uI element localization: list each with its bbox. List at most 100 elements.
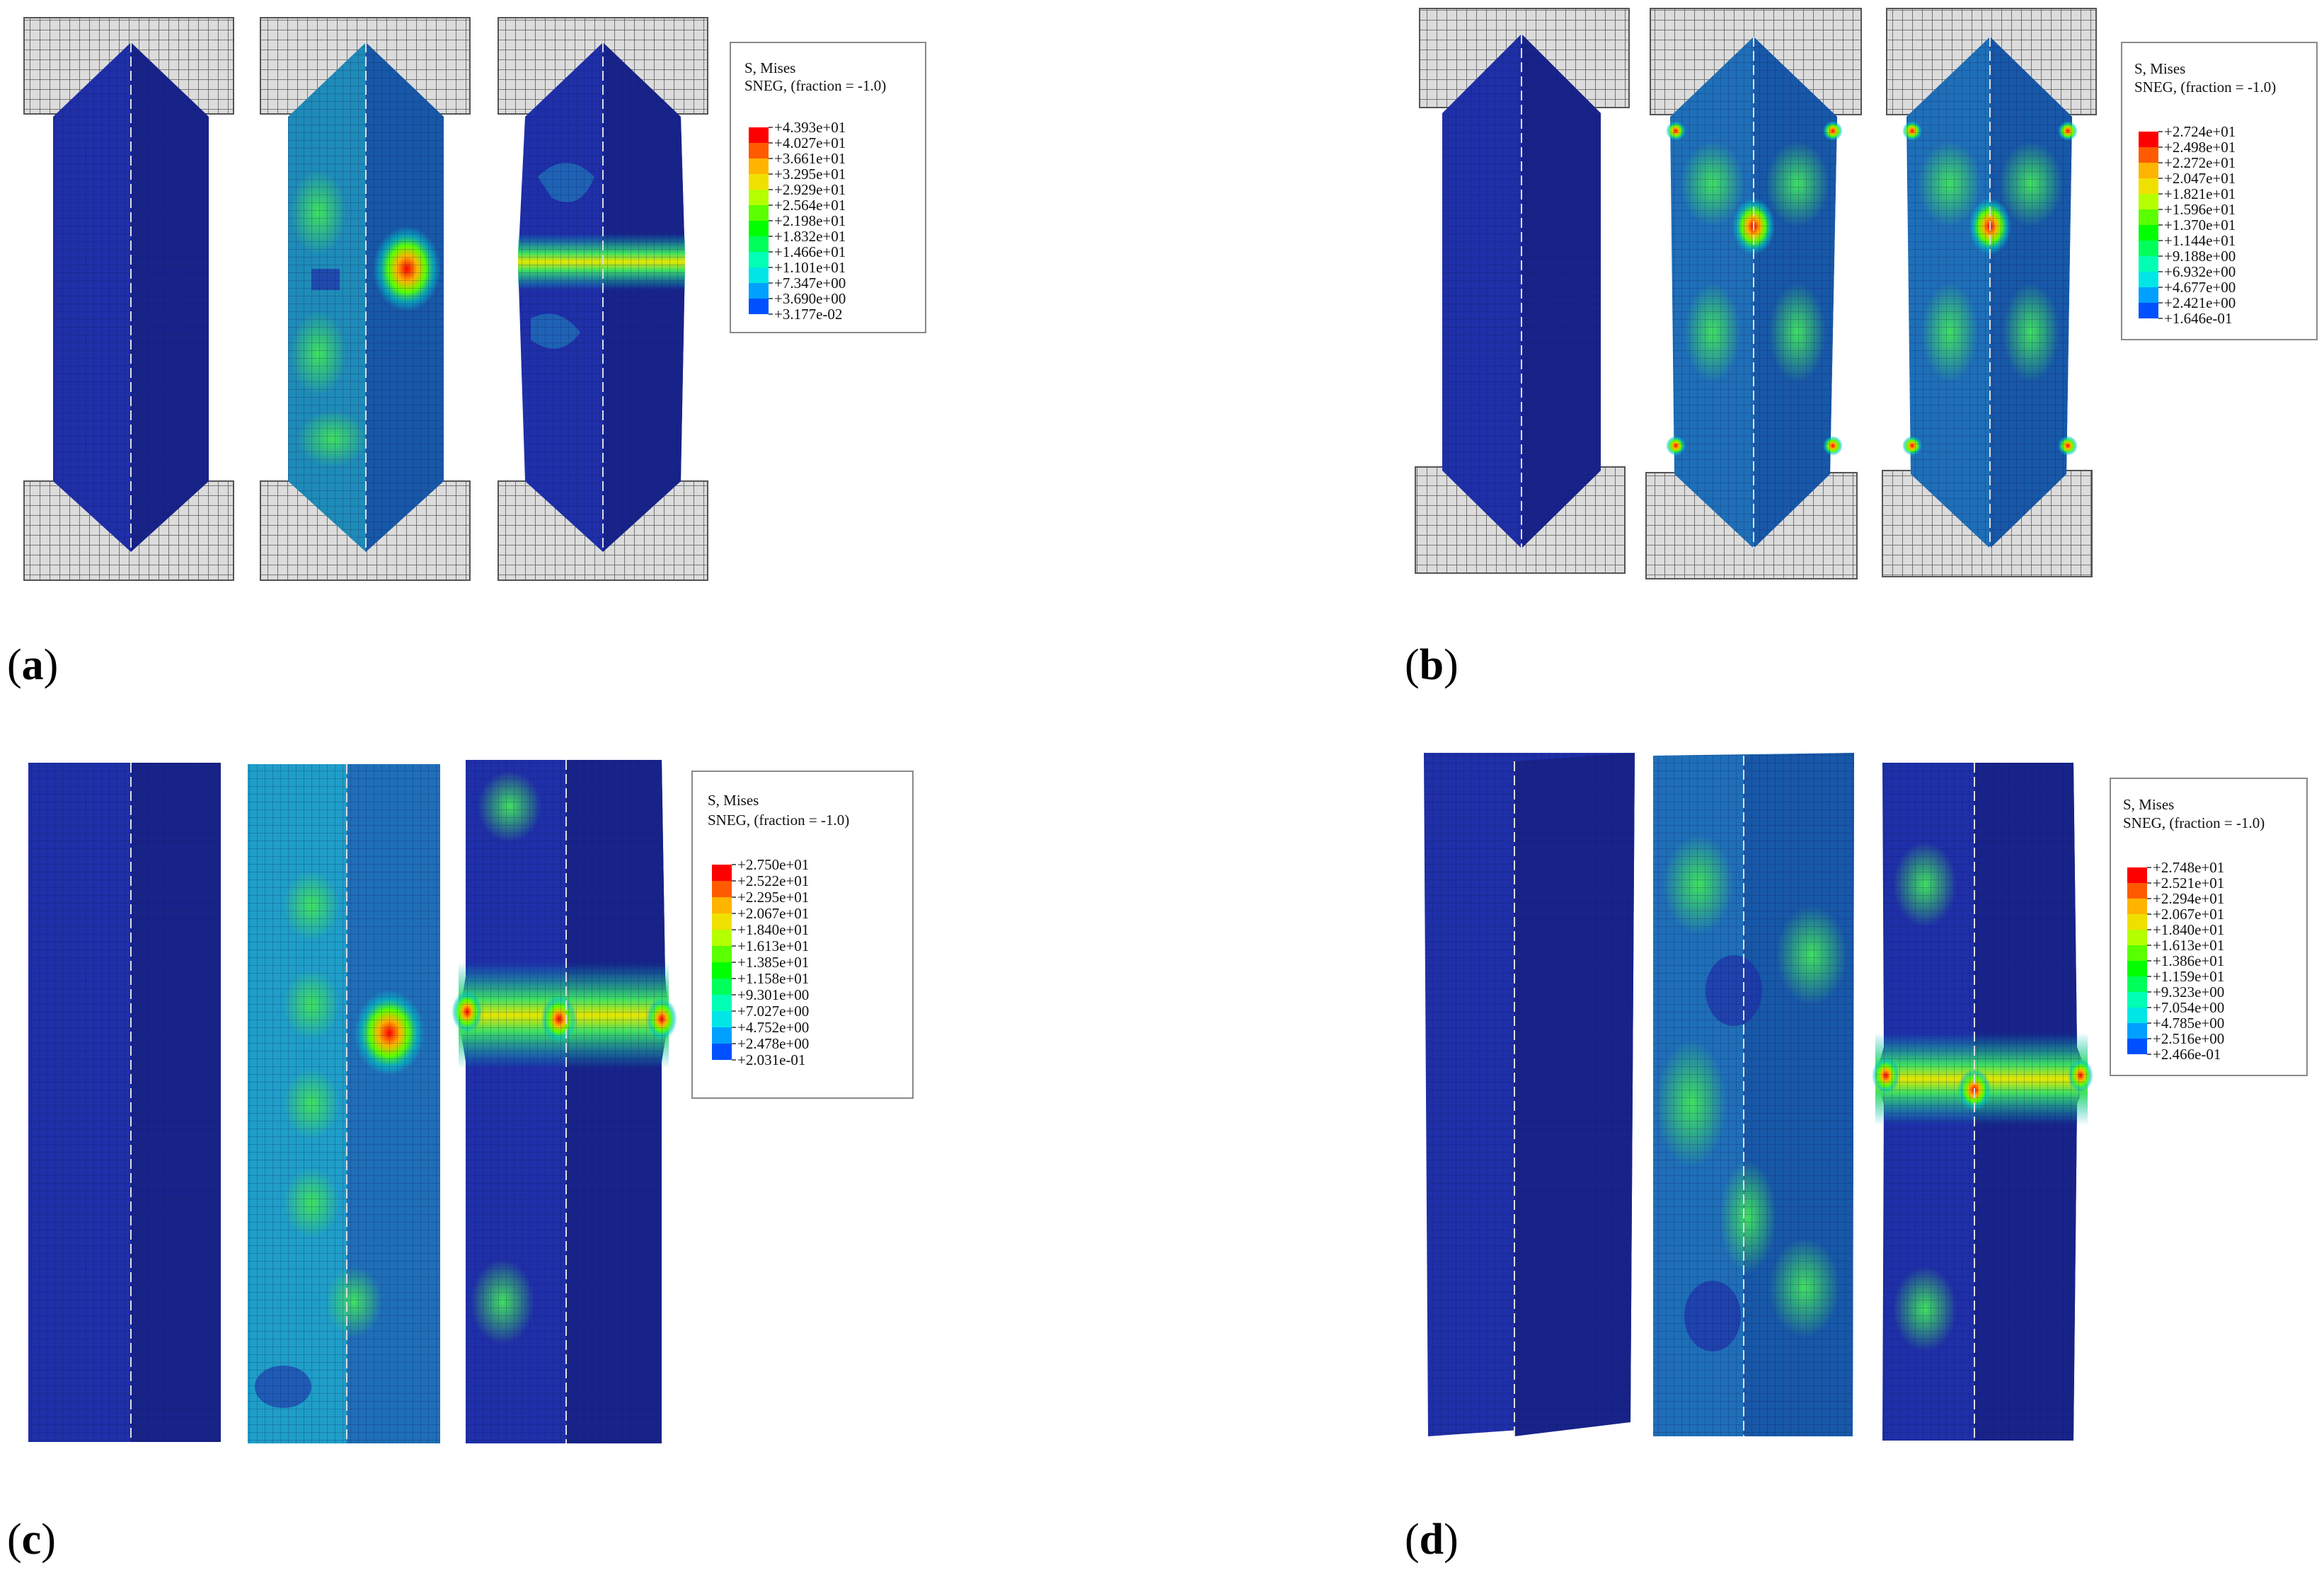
legend-value: +1.596e+01 <box>2164 201 2236 218</box>
panel-d: S, Mises SNEG, (fraction = -1.0) +2.748e… <box>1405 753 2308 1564</box>
legend-d: S, Mises SNEG, (fraction = -1.0) +2.748e… <box>2110 778 2308 1076</box>
legend-swatch <box>712 1011 732 1027</box>
column-b-buckled-mid <box>1645 8 1862 579</box>
legend-swatch <box>2139 287 2158 303</box>
legend-value: +7.054e+00 <box>2153 999 2224 1016</box>
legend-value: +1.821e+01 <box>2164 185 2236 202</box>
legend-value: +2.929e+01 <box>774 181 846 198</box>
legend-title-option: SNEG, (fraction = -1.0) <box>744 77 886 94</box>
legend-swatch <box>749 221 769 236</box>
legend-scale: +2.750e+01+2.522e+01+2.295e+01+2.067e+01… <box>712 856 809 1068</box>
legend-swatch <box>749 252 769 267</box>
legend-swatch <box>2139 241 2158 256</box>
legend-swatch <box>749 205 769 221</box>
legend-title-quantity: S, Mises <box>2123 796 2174 813</box>
panel-c: S, Mises SNEG, (fraction = -1.0) +2.750e… <box>7 760 914 1564</box>
column-d-buckled-final <box>1872 763 2093 1441</box>
legend-value: +7.027e+00 <box>737 1003 809 1020</box>
column-a-undeformed <box>23 17 234 581</box>
legend-value: +1.385e+01 <box>737 954 809 971</box>
legend-title-option: SNEG, (fraction = -1.0) <box>708 812 849 829</box>
legend-value: +2.516e+00 <box>2153 1030 2224 1047</box>
legend-c: S, Mises SNEG, (fraction = -1.0) +2.750e… <box>691 771 914 1099</box>
legend-swatch <box>749 143 769 158</box>
legend-swatch <box>749 158 769 174</box>
legend-swatch <box>2127 899 2147 914</box>
column-c-undeformed <box>28 763 221 1442</box>
legend-swatch <box>712 865 732 881</box>
legend-swatch <box>2139 178 2158 194</box>
legend-value: +1.613e+01 <box>737 937 809 954</box>
legend-value: +1.158e+01 <box>737 970 809 987</box>
legend-swatch <box>712 946 732 962</box>
legend-title-option: SNEG, (fraction = -1.0) <box>2123 814 2265 831</box>
legend-swatch <box>712 881 732 897</box>
column-b-undeformed <box>1415 8 1630 574</box>
legend-scale: +4.393e+01+4.027e+01+3.661e+01+3.295e+01… <box>749 119 846 323</box>
legend-swatch <box>2127 976 2147 992</box>
column-d-buckled-mid <box>1653 753 1854 1436</box>
legend-value: +2.521e+01 <box>2153 875 2224 892</box>
legend-value: +1.101e+01 <box>774 259 846 276</box>
legend-value: +1.144e+01 <box>2164 232 2236 249</box>
legend-swatch <box>2139 225 2158 241</box>
legend-swatch <box>749 127 769 143</box>
legend-value: +2.466e-01 <box>2153 1046 2221 1063</box>
legend-value: +3.295e+01 <box>774 166 846 183</box>
legend-value: +1.646e-01 <box>2164 310 2232 327</box>
legend-value: +2.564e+01 <box>774 197 846 214</box>
legend-value: +9.301e+00 <box>737 986 809 1003</box>
legend-swatch <box>2139 147 2158 163</box>
column-a-buckled-mid <box>260 17 471 581</box>
legend-swatch <box>712 1027 732 1044</box>
legend-swatch <box>712 962 732 979</box>
legend-value: +2.724e+01 <box>2164 123 2236 140</box>
legend-value: +1.840e+01 <box>2153 921 2224 938</box>
legend-swatch <box>712 1044 732 1060</box>
legend-swatch <box>749 267 769 283</box>
column-b-buckled-final <box>1882 8 2097 577</box>
legend-swatch <box>2127 1023 2147 1039</box>
panel-b: S, Mises SNEG, (fraction = -1.0) +2.724e… <box>1405 8 2318 689</box>
column-c-buckled-final <box>451 760 677 1443</box>
legend-title-quantity: S, Mises <box>708 792 759 809</box>
legend-swatch <box>2127 1008 2147 1023</box>
panel-label-a: (a) <box>7 641 58 689</box>
legend-swatch <box>712 995 732 1011</box>
legend-value: +2.272e+01 <box>2164 154 2236 171</box>
panel-label-c: (c) <box>7 1516 56 1564</box>
legend-value: +3.661e+01 <box>774 150 846 167</box>
legend-value: +2.748e+01 <box>2153 859 2224 876</box>
legend-value: +2.478e+00 <box>737 1035 809 1052</box>
legend-value: +1.613e+01 <box>2153 937 2224 954</box>
legend-value: +4.785e+00 <box>2153 1015 2224 1032</box>
legend-swatch <box>749 236 769 252</box>
legend-swatch <box>2127 867 2147 883</box>
column-c-buckled-mid <box>248 764 440 1443</box>
legend-swatch <box>712 897 732 913</box>
legend-value: +4.677e+00 <box>2164 279 2236 296</box>
legend-swatch <box>749 299 769 314</box>
legend-value: +1.840e+01 <box>737 921 809 938</box>
legend-value: +2.294e+01 <box>2153 890 2224 907</box>
legend-value: +2.067e+01 <box>2153 906 2224 923</box>
legend-value: +9.188e+00 <box>2164 248 2236 265</box>
legend-swatch <box>749 283 769 299</box>
legend-value: +1.832e+01 <box>774 228 846 245</box>
legend-value: +2.198e+01 <box>774 212 846 229</box>
legend-swatch <box>2139 272 2158 287</box>
legend-swatch <box>2127 945 2147 961</box>
legend-swatch <box>2139 163 2158 178</box>
legend-swatch <box>2139 132 2158 147</box>
legend-value: +2.421e+00 <box>2164 294 2236 311</box>
legend-value: +1.466e+01 <box>774 243 846 260</box>
legend-swatch <box>2127 883 2147 899</box>
legend-value: +4.027e+01 <box>774 134 846 151</box>
legend-value: +2.498e+01 <box>2164 139 2236 156</box>
legend-swatch <box>2139 194 2158 209</box>
legend-swatch <box>2127 914 2147 930</box>
legend-value: +1.386e+01 <box>2153 952 2224 969</box>
legend-a: S, Mises SNEG, (fraction = -1.0) +4.393e… <box>730 42 926 333</box>
legend-title-option: SNEG, (fraction = -1.0) <box>2134 79 2276 96</box>
